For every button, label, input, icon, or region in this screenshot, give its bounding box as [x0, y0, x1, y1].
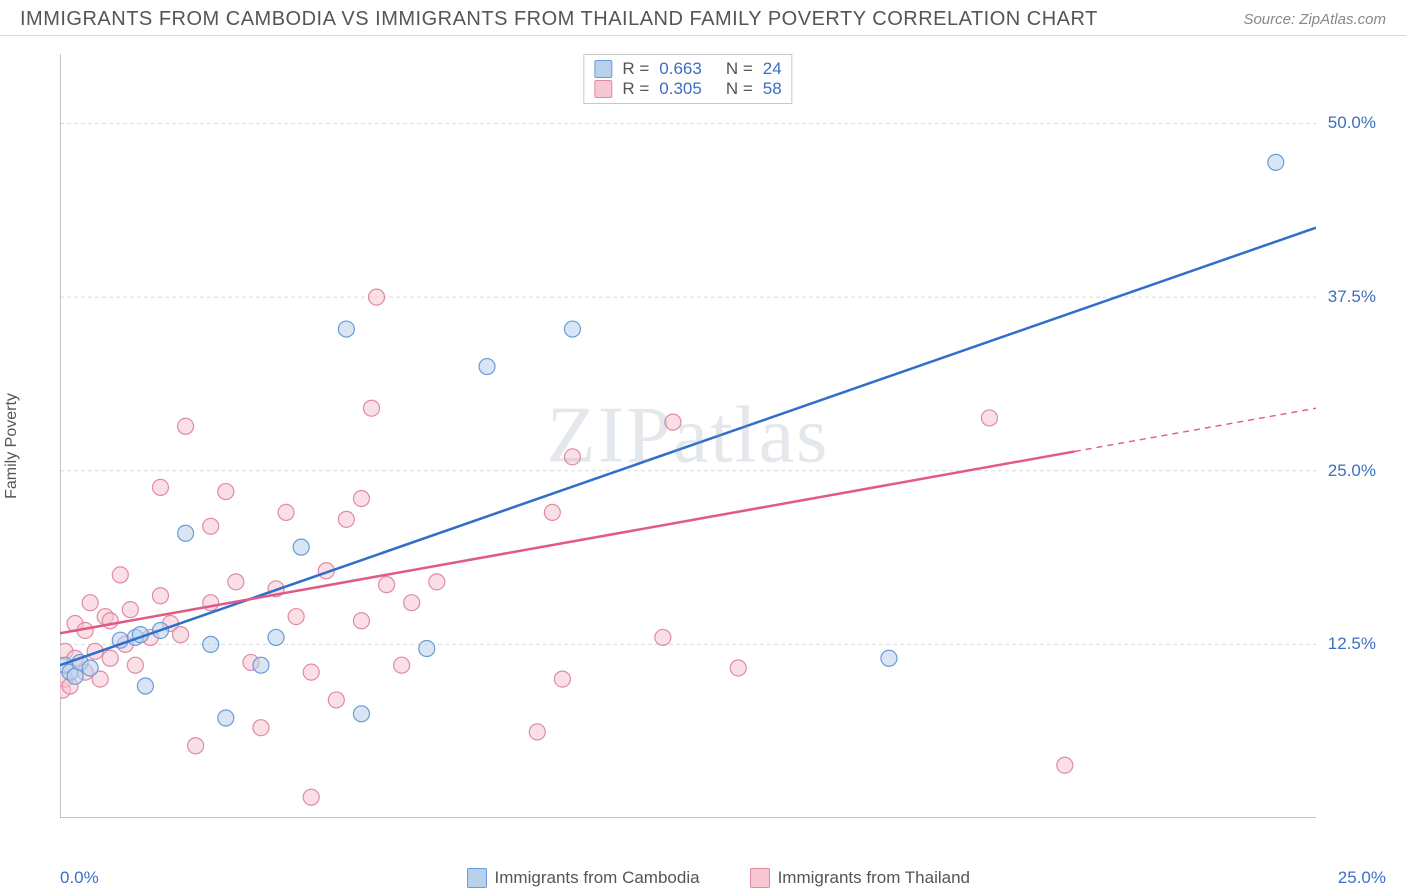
- y-tick-label: 50.0%: [1328, 113, 1376, 133]
- x-axis-max-label: 25.0%: [1338, 868, 1386, 888]
- correlation-legend-row: R = 0.305 N = 58: [594, 79, 781, 99]
- legend-n-value: 24: [763, 59, 782, 79]
- legend-n-label: N =: [726, 79, 753, 99]
- series-legend-label: Immigrants from Cambodia: [495, 868, 700, 888]
- legend-r-label: R =: [622, 59, 649, 79]
- y-tick-label: 12.5%: [1328, 634, 1376, 654]
- chart-area: Family Poverty ZIPatlas R =0.663N =24R =…: [20, 44, 1386, 848]
- series-legend-item: Immigrants from Thailand: [750, 868, 970, 888]
- legend-r-value: 0.305: [659, 79, 702, 99]
- legend-r-value: 0.663: [659, 59, 702, 79]
- legend-n-value: 58: [763, 79, 782, 99]
- plot-area: ZIPatlas R =0.663N =24R =0.305N =58 12.5…: [60, 54, 1316, 818]
- legend-r-label: R =: [622, 79, 649, 99]
- chart-source: Source: ZipAtlas.com: [1243, 11, 1386, 28]
- scatter-plot-svg: [60, 54, 1316, 818]
- legend-swatch-icon: [467, 868, 487, 888]
- correlation-legend-row: R = 0.663 N = 24: [594, 59, 781, 79]
- legend-n-label: N =: [726, 59, 753, 79]
- correlation-legend: R = 0.663 N = 24 R = 0.305 N = 58: [583, 54, 792, 104]
- legend-swatch-icon: [750, 868, 770, 888]
- y-tick-label: 37.5%: [1328, 287, 1376, 307]
- chart-footer: 0.0% Immigrants from CambodiaImmigrants …: [60, 868, 1386, 888]
- series-legend-item: Immigrants from Cambodia: [467, 868, 700, 888]
- chart-title: IMMIGRANTS FROM CAMBODIA VS IMMIGRANTS F…: [20, 8, 1098, 31]
- series-legend-label: Immigrants from Thailand: [778, 868, 970, 888]
- legend-swatch-icon: [594, 60, 612, 78]
- chart-header: IMMIGRANTS FROM CAMBODIA VS IMMIGRANTS F…: [0, 0, 1406, 36]
- y-tick-label: 25.0%: [1328, 461, 1376, 481]
- x-axis-origin-label: 0.0%: [60, 868, 99, 888]
- series-legend: Immigrants from Cambodia Immigrants from …: [99, 868, 1338, 888]
- y-axis-label: Family Poverty: [3, 393, 21, 499]
- legend-swatch-icon: [594, 80, 612, 98]
